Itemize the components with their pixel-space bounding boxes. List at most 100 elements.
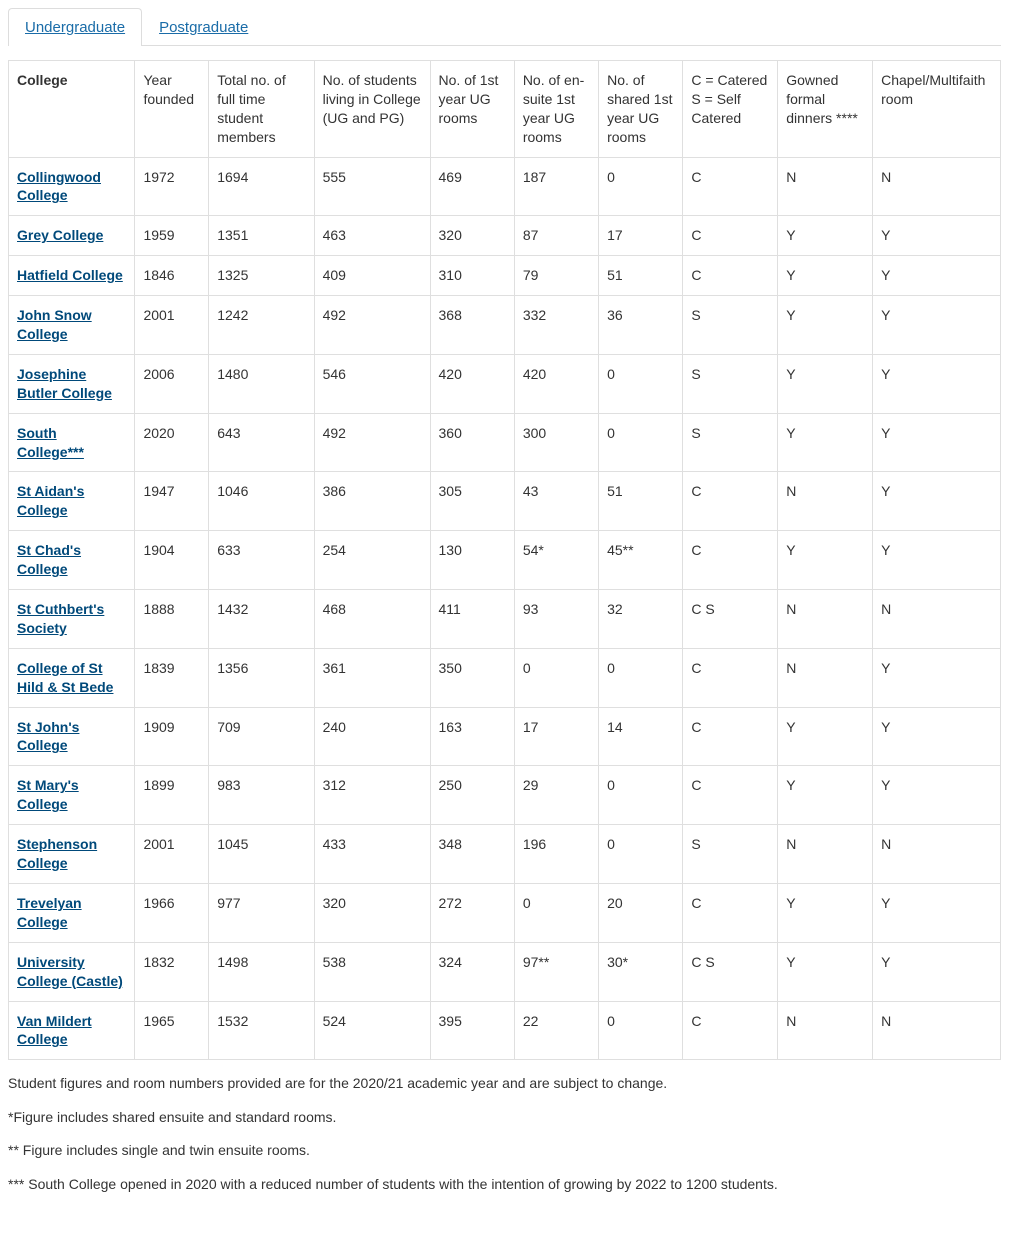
- data-cell: Y: [873, 354, 1001, 413]
- data-cell: 469: [430, 157, 514, 216]
- college-cell: South College***: [9, 413, 135, 472]
- data-cell: 468: [314, 590, 430, 649]
- college-link[interactable]: Collingwood College: [17, 169, 101, 204]
- data-cell: C: [683, 648, 778, 707]
- data-cell: 54*: [514, 531, 598, 590]
- data-cell: 43: [514, 472, 598, 531]
- data-cell: Y: [873, 413, 1001, 472]
- data-cell: Y: [873, 256, 1001, 296]
- table-row: Hatfield College184613254093107951CYY: [9, 256, 1001, 296]
- data-cell: 1432: [209, 590, 314, 649]
- data-cell: 350: [430, 648, 514, 707]
- college-link[interactable]: Trevelyan College: [17, 895, 82, 930]
- data-cell: C S: [683, 942, 778, 1001]
- data-cell: C: [683, 157, 778, 216]
- data-cell: N: [778, 648, 873, 707]
- college-link[interactable]: John Snow College: [17, 307, 92, 342]
- data-cell: Y: [873, 216, 1001, 256]
- data-cell: C: [683, 883, 778, 942]
- column-header: Year founded: [135, 61, 209, 158]
- data-cell: N: [873, 825, 1001, 884]
- data-cell: 45**: [599, 531, 683, 590]
- data-cell: S: [683, 296, 778, 355]
- data-cell: C: [683, 531, 778, 590]
- tab-undergraduate[interactable]: Undergraduate: [8, 8, 142, 46]
- table-row: Stephenson College200110454333481960SNN: [9, 825, 1001, 884]
- data-cell: 240: [314, 707, 430, 766]
- column-header: No. of students living in College (UG an…: [314, 61, 430, 158]
- data-cell: Y: [873, 531, 1001, 590]
- data-cell: C S: [683, 590, 778, 649]
- data-cell: 0: [599, 413, 683, 472]
- college-link[interactable]: St Aidan's College: [17, 483, 84, 518]
- data-cell: 709: [209, 707, 314, 766]
- data-cell: 420: [430, 354, 514, 413]
- data-cell: 1972: [135, 157, 209, 216]
- data-cell: Y: [778, 766, 873, 825]
- data-cell: 368: [430, 296, 514, 355]
- data-cell: 51: [599, 472, 683, 531]
- tab-postgraduate[interactable]: Postgraduate: [142, 8, 265, 46]
- data-cell: 2001: [135, 825, 209, 884]
- data-cell: S: [683, 413, 778, 472]
- data-cell: 17: [599, 216, 683, 256]
- data-cell: N: [873, 590, 1001, 649]
- data-cell: Y: [778, 707, 873, 766]
- table-row: St Aidan's College194710463863054351CNY: [9, 472, 1001, 531]
- data-cell: Y: [873, 296, 1001, 355]
- college-link[interactable]: College of St Hild & St Bede: [17, 660, 113, 695]
- data-cell: 1325: [209, 256, 314, 296]
- data-cell: 420: [514, 354, 598, 413]
- college-link[interactable]: Stephenson College: [17, 836, 97, 871]
- college-link[interactable]: St Chad's College: [17, 542, 81, 577]
- column-header: No. of en-suite 1st year UG rooms: [514, 61, 598, 158]
- data-cell: 17: [514, 707, 598, 766]
- data-cell: 2020: [135, 413, 209, 472]
- data-cell: 22: [514, 1001, 598, 1060]
- data-cell: 0: [514, 648, 598, 707]
- college-cell: St Mary's College: [9, 766, 135, 825]
- data-cell: C: [683, 707, 778, 766]
- data-cell: 1959: [135, 216, 209, 256]
- college-link[interactable]: Josephine Butler College: [17, 366, 112, 401]
- college-cell: Trevelyan College: [9, 883, 135, 942]
- data-cell: 348: [430, 825, 514, 884]
- data-cell: C: [683, 766, 778, 825]
- data-cell: 320: [314, 883, 430, 942]
- data-cell: Y: [778, 883, 873, 942]
- college-link[interactable]: St John's College: [17, 719, 79, 754]
- table-row: Grey College195913514633208717CYY: [9, 216, 1001, 256]
- college-link[interactable]: Van Mildert College: [17, 1013, 92, 1048]
- column-header: No. of shared 1st year UG rooms: [599, 61, 683, 158]
- college-link[interactable]: South College***: [17, 425, 84, 460]
- college-link[interactable]: Hatfield College: [17, 267, 123, 283]
- college-link[interactable]: Grey College: [17, 227, 103, 243]
- data-cell: 1888: [135, 590, 209, 649]
- table-row: Van Mildert College19651532524395220CNN: [9, 1001, 1001, 1060]
- college-cell: Grey College: [9, 216, 135, 256]
- data-cell: Y: [778, 531, 873, 590]
- table-row: South College***20206434923603000SYY: [9, 413, 1001, 472]
- data-cell: 1046: [209, 472, 314, 531]
- table-row: John Snow College2001124249236833236SYY: [9, 296, 1001, 355]
- data-cell: N: [873, 157, 1001, 216]
- data-cell: 463: [314, 216, 430, 256]
- data-cell: 977: [209, 883, 314, 942]
- data-cell: Y: [873, 766, 1001, 825]
- data-cell: 524: [314, 1001, 430, 1060]
- data-cell: 130: [430, 531, 514, 590]
- data-cell: 97**: [514, 942, 598, 1001]
- college-link[interactable]: St Cuthbert's Society: [17, 601, 104, 636]
- college-cell: Collingwood College: [9, 157, 135, 216]
- column-header: No. of 1st year UG rooms: [430, 61, 514, 158]
- data-cell: 29: [514, 766, 598, 825]
- college-cell: College of St Hild & St Bede: [9, 648, 135, 707]
- college-link[interactable]: St Mary's College: [17, 777, 79, 812]
- data-cell: N: [778, 590, 873, 649]
- data-cell: Y: [778, 256, 873, 296]
- footnote: ** Figure includes single and twin ensui…: [8, 1141, 1001, 1161]
- data-cell: N: [778, 472, 873, 531]
- data-cell: C: [683, 256, 778, 296]
- data-cell: 1899: [135, 766, 209, 825]
- college-link[interactable]: University College (Castle): [17, 954, 123, 989]
